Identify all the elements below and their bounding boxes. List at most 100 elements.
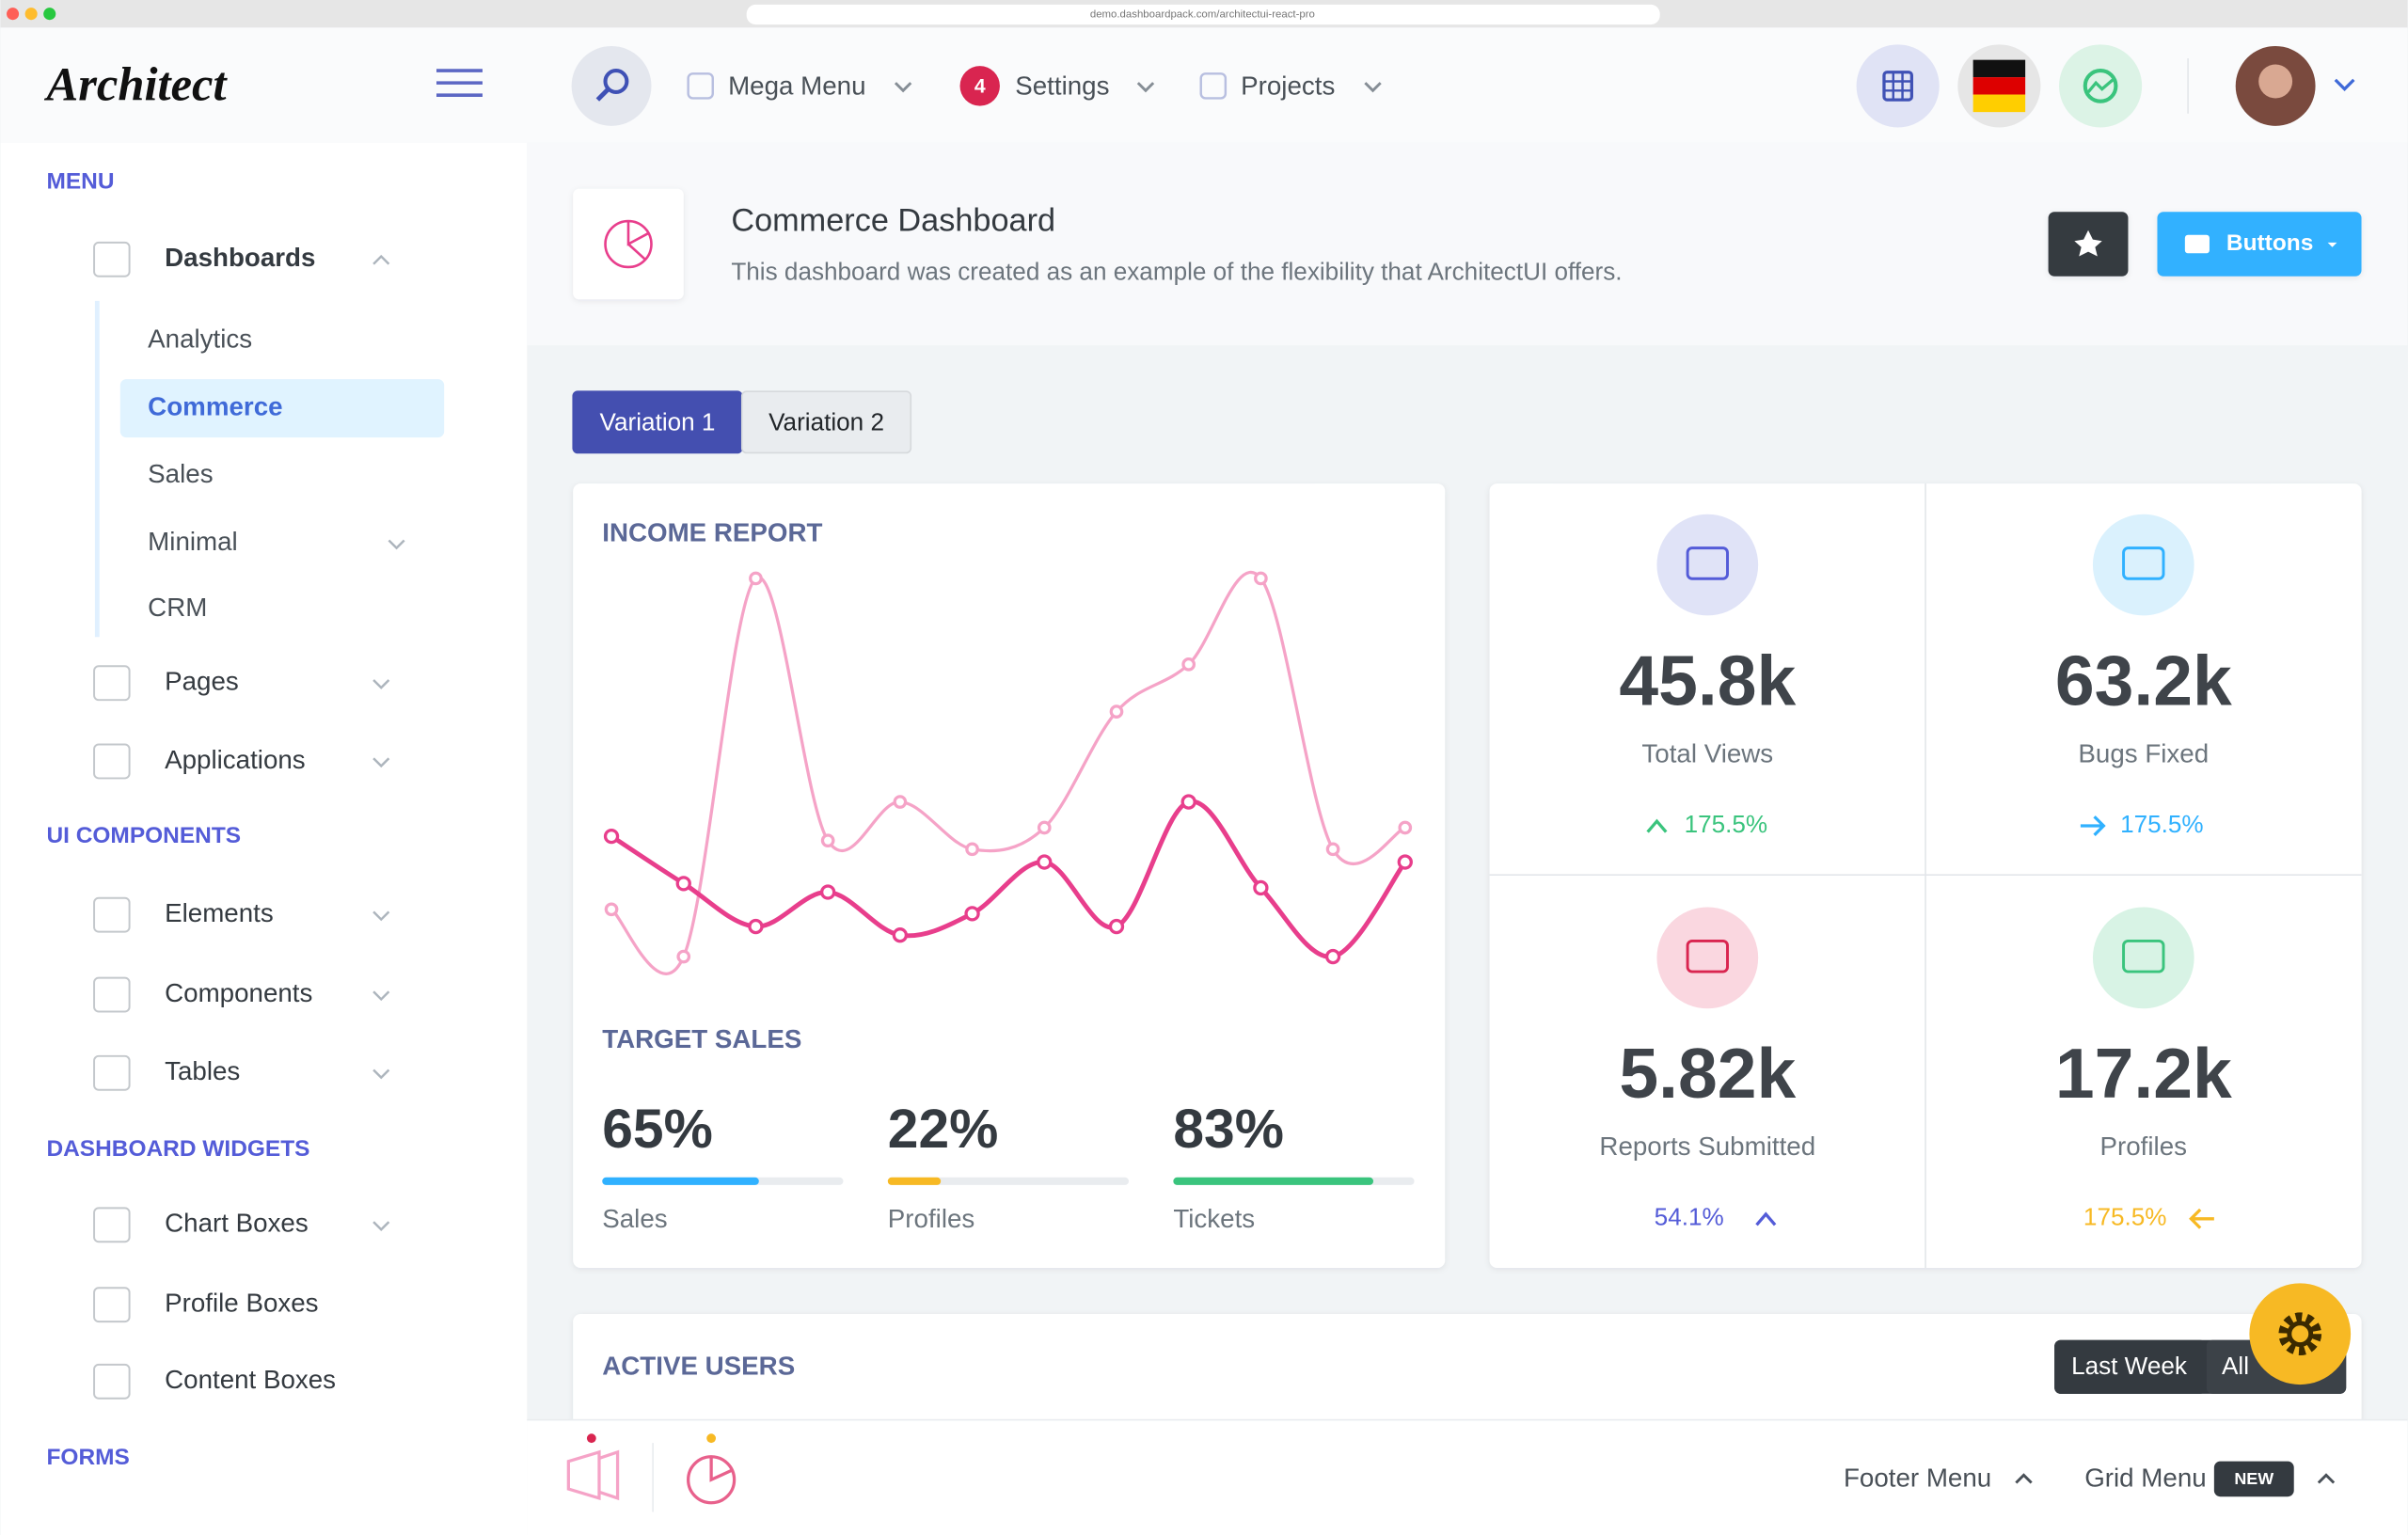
chevron[interactable] [2015, 1473, 2033, 1484]
min-dot[interactable] [24, 8, 38, 21]
card-title: TARGET SALES [602, 1024, 801, 1053]
chevron[interactable] [2317, 1473, 2336, 1484]
pie-icon[interactable] [687, 1455, 737, 1505]
star-icon [2074, 229, 2102, 257]
card-title: INCOME REPORT [602, 517, 822, 546]
grid-button[interactable] [1856, 44, 1940, 128]
change-arrow [1646, 818, 1668, 833]
data-point [1108, 918, 1125, 935]
target-label: Tickets [1173, 1204, 1255, 1233]
menu-icon [1199, 72, 1228, 100]
data-point [1325, 842, 1340, 857]
data-point [1397, 854, 1413, 870]
stat-icon-bg [1656, 514, 1759, 616]
stat-value: 5.82k [1619, 1034, 1796, 1113]
data-point [820, 884, 836, 900]
stat-icon [1686, 546, 1729, 580]
nav-item[interactable]: Applications [165, 745, 306, 774]
chevron[interactable] [372, 679, 390, 689]
activity-icon [2083, 69, 2118, 103]
activity-icon [2086, 78, 2115, 93]
logo[interactable]: Architect [43, 57, 228, 110]
data-point [603, 828, 620, 845]
progress-bar [602, 1177, 759, 1185]
data-point [749, 571, 763, 586]
nav-icon [93, 241, 131, 277]
nav-subitem[interactable]: Minimal [148, 527, 238, 556]
target-value: 65% [602, 1099, 713, 1160]
flag [1972, 94, 2026, 113]
data-point [1398, 820, 1413, 835]
nav-icon [93, 665, 131, 702]
badge [959, 66, 1000, 106]
url-bar[interactable] [746, 4, 1660, 25]
chevron[interactable] [2334, 78, 2355, 91]
nav-icon [93, 1054, 131, 1091]
target-label: Sales [602, 1204, 667, 1233]
nav-item[interactable]: Profile Boxes [165, 1289, 318, 1318]
nav-subitem[interactable]: Analytics [148, 324, 252, 354]
menu-label[interactable]: Mega Menu [728, 71, 865, 100]
progress-bar [1173, 1177, 1374, 1185]
chevron[interactable] [1364, 82, 1382, 93]
page-icon [626, 221, 649, 261]
footer [527, 1419, 2408, 1535]
buttons-dropdown[interactable] [2157, 212, 2362, 277]
footer-menu[interactable]: Grid Menu [2084, 1464, 2206, 1493]
nav-item[interactable]: Dashboards [165, 243, 315, 272]
button-label: All [2222, 1352, 2249, 1380]
stat-label: Bugs Fixed [2078, 738, 2209, 768]
stat-icon-bg [2092, 907, 2194, 1009]
avatar-face [2258, 64, 2293, 99]
chevron[interactable] [894, 82, 912, 93]
button-last-week[interactable] [2054, 1339, 2207, 1394]
search-button[interactable] [571, 45, 652, 126]
menu-label[interactable]: Projects [1241, 71, 1335, 100]
flag [1972, 77, 2026, 95]
max-dot[interactable] [43, 8, 56, 21]
target-value: 83% [1173, 1099, 1284, 1160]
nav-icon [93, 1363, 131, 1400]
chevron[interactable] [372, 757, 390, 768]
chevron[interactable] [372, 910, 390, 922]
chevron[interactable] [388, 539, 405, 550]
nav-item[interactable]: Elements [165, 898, 274, 927]
tab-label: Variation 1 [600, 407, 716, 435]
page-subtitle: This dashboard was created as an example… [731, 257, 1622, 285]
menu-label[interactable]: Settings [1015, 71, 1109, 100]
nav-item[interactable]: Content Boxes [165, 1365, 336, 1394]
nav-subitem[interactable]: CRM [148, 593, 207, 622]
settings-fab[interactable] [2249, 1283, 2352, 1385]
chevron[interactable] [372, 990, 390, 1002]
change-arrow [2080, 815, 2106, 836]
chevron[interactable] [372, 1221, 390, 1231]
megaphone-icon[interactable] [566, 1449, 620, 1501]
tab[interactable] [740, 390, 912, 454]
nav-icon [93, 896, 131, 933]
nav-item[interactable]: Tables [165, 1056, 240, 1085]
chevron[interactable] [372, 254, 390, 265]
button-label: Last Week [2071, 1352, 2188, 1380]
data-point [964, 906, 980, 922]
chevron[interactable] [372, 1068, 390, 1080]
nav-item[interactable]: Pages [165, 667, 239, 696]
nav-item[interactable]: Components [165, 978, 312, 1007]
hamburger[interactable] [436, 69, 483, 97]
caret [2327, 242, 2337, 247]
nav-subitem[interactable]: Commerce [148, 391, 282, 420]
footer-menu[interactable]: Footer Menu [1844, 1464, 1991, 1493]
section-title: DASHBOARD WIDGETS [46, 1136, 309, 1162]
progress-bar [887, 1177, 942, 1185]
pie-icon [709, 1456, 733, 1482]
close-dot[interactable] [7, 8, 20, 21]
nav-item[interactable]: Chart Boxes [165, 1209, 309, 1238]
nav-icon [93, 1207, 131, 1243]
stat-icon-bg [1656, 907, 1759, 1009]
nav-subitem[interactable]: Sales [148, 459, 213, 488]
change-arrow [1755, 1211, 1777, 1226]
stat-value: 17.2k [2055, 1034, 2232, 1113]
chevron[interactable] [1136, 82, 1155, 93]
stat-label: Reports Submitted [1599, 1131, 1815, 1161]
data-point [1324, 948, 1341, 965]
